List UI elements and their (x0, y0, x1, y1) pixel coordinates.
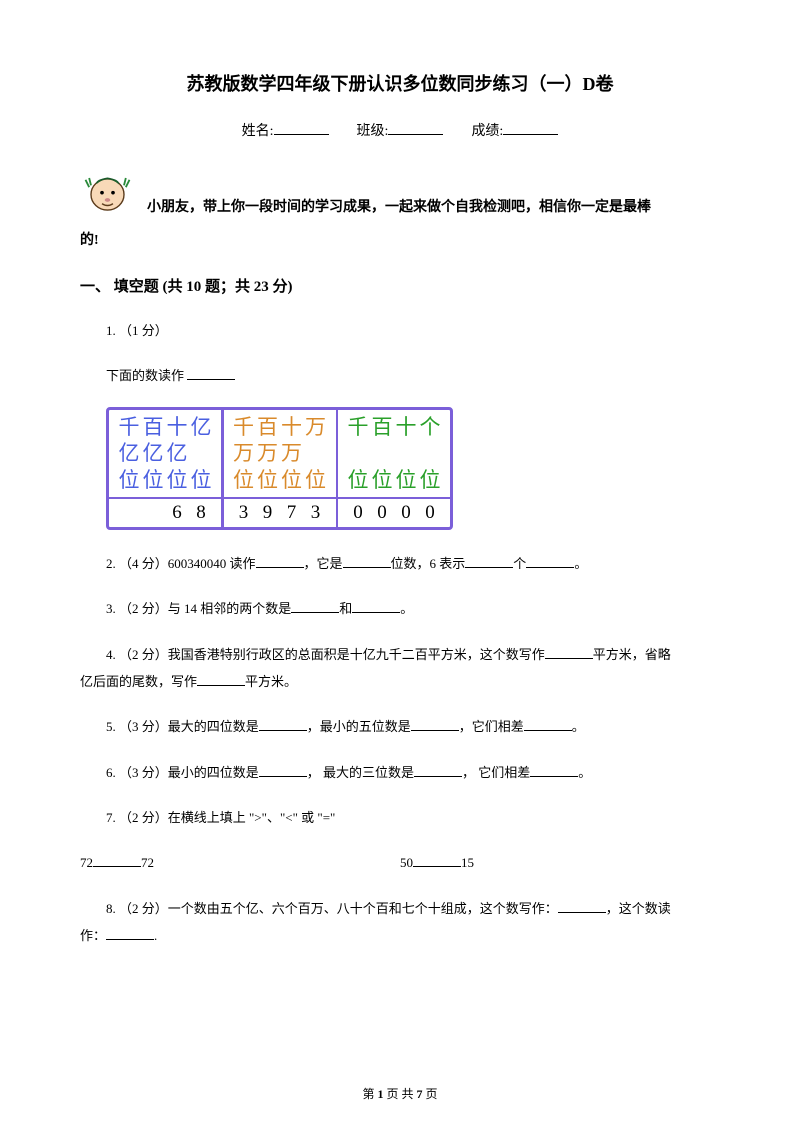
place-value-table: 千百十亿 亿亿亿 位位位位 千百十万 万万万 位位位位 千百十个 位位位位 68 (106, 407, 453, 530)
q2-b4[interactable] (526, 554, 574, 568)
q4-b1[interactable] (545, 645, 593, 659)
mascot-icon (80, 167, 135, 222)
q2-b2[interactable] (343, 554, 391, 568)
class-label: 班级: (357, 124, 389, 139)
q3-b2[interactable] (352, 599, 400, 613)
question-1-num: 1. （1 分） (80, 317, 720, 344)
q6-b2[interactable] (414, 763, 462, 777)
question-7-row: 7272 5015 (80, 849, 720, 876)
question-5: 5. （3 分）最大的四位数是，最小的五位数是，它们相差。 (80, 713, 720, 740)
q4-b2[interactable] (197, 672, 245, 686)
question-1: 下面的数读作 (80, 362, 720, 389)
q8-b2[interactable] (106, 926, 154, 940)
q7-b2[interactable] (413, 853, 461, 867)
q5-b3[interactable] (524, 717, 572, 731)
page-title: 苏教版数学四年级下册认识多位数同步练习（一）D卷 (80, 70, 720, 99)
class-blank[interactable] (388, 121, 443, 135)
section-heading: 一、 填空题 (共 10 题；共 23 分) (80, 275, 720, 299)
q2-b3[interactable] (465, 554, 513, 568)
intro-line1: 小朋友，带上你一段时间的学习成果，一起来做个自我检测吧，相信你一定是最棒 (147, 194, 651, 222)
q2-b1[interactable] (256, 554, 304, 568)
question-8: 8. （2 分）一个数由五个亿、六个百万、八十个百和七个十组成，这个数写作：，这… (80, 895, 720, 922)
nums-yi: 68 (109, 499, 221, 527)
name-label: 姓名: (242, 124, 274, 139)
question-7: 7. （2 分）在横线上填上 ">"、"<" 或 "=" (80, 804, 720, 831)
group-ge: 千百十个 位位位位 (338, 410, 450, 497)
question-8-line2: 作：. (80, 922, 720, 949)
nums-ge: 0000 (338, 499, 450, 527)
question-4-line2: 亿后面的尾数，写作平方米。 (80, 668, 720, 695)
group-wan: 千百十万 万万万 位位位位 (224, 410, 336, 497)
intro-line2: 的! (80, 230, 720, 252)
name-blank[interactable] (274, 121, 329, 135)
q8-b1[interactable] (558, 899, 606, 913)
q6-b1[interactable] (259, 763, 307, 777)
student-info: 姓名: 班级: 成绩: (80, 121, 720, 143)
score-blank[interactable] (503, 121, 558, 135)
question-4: 4. （2 分）我国香港特别行政区的总面积是十亿九千二百平方米，这个数写作平方米… (80, 641, 720, 668)
group-yi: 千百十亿 亿亿亿 位位位位 (109, 410, 221, 497)
page-footer: 第 1 页 共 7 页 (0, 1085, 800, 1104)
question-3: 3. （2 分）与 14 相邻的两个数是和。 (80, 595, 720, 622)
question-6: 6. （3 分）最小的四位数是， 最大的三位数是， 它们相差。 (80, 759, 720, 786)
question-2: 2. （4 分）600340040 读作，它是位数，6 表示个。 (80, 550, 720, 577)
nums-wan: 3973 (224, 499, 336, 527)
q1-text: 下面的数读作 (106, 368, 184, 383)
q3-b1[interactable] (291, 599, 339, 613)
q1-blank[interactable] (187, 366, 235, 380)
score-label: 成绩: (471, 124, 503, 139)
q7-b1[interactable] (93, 853, 141, 867)
q5-b1[interactable] (259, 717, 307, 731)
q6-b3[interactable] (530, 763, 578, 777)
q5-b2[interactable] (411, 717, 459, 731)
